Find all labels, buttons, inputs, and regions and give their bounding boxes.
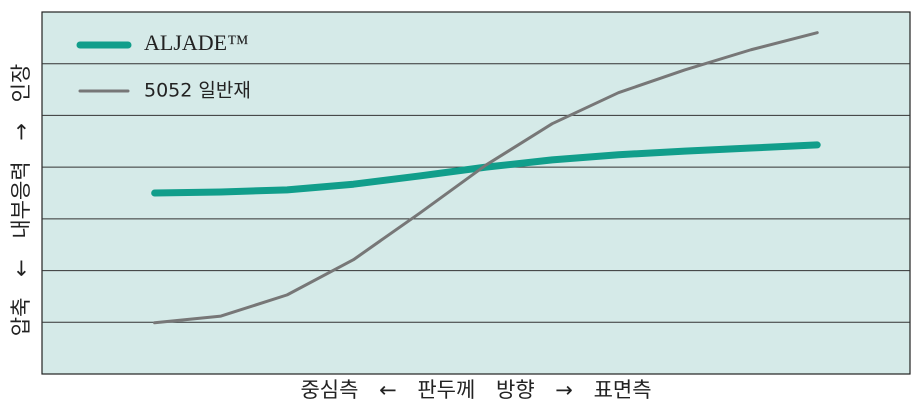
series-line <box>151 141 821 197</box>
series-line <box>153 31 819 325</box>
y-axis-label: 압축 ← 내부응력 → 인장 <box>9 64 33 336</box>
lines <box>151 31 821 325</box>
grid <box>42 63 910 323</box>
legend: ALJADE™ 5052 일반재 <box>76 30 251 102</box>
legend-label: 5052 일반재 <box>144 80 251 102</box>
x-axis-label: 중심측 ← 판두께 방향 → 표면측 <box>300 378 651 402</box>
legend-label: ALJADE™ <box>144 30 249 55</box>
